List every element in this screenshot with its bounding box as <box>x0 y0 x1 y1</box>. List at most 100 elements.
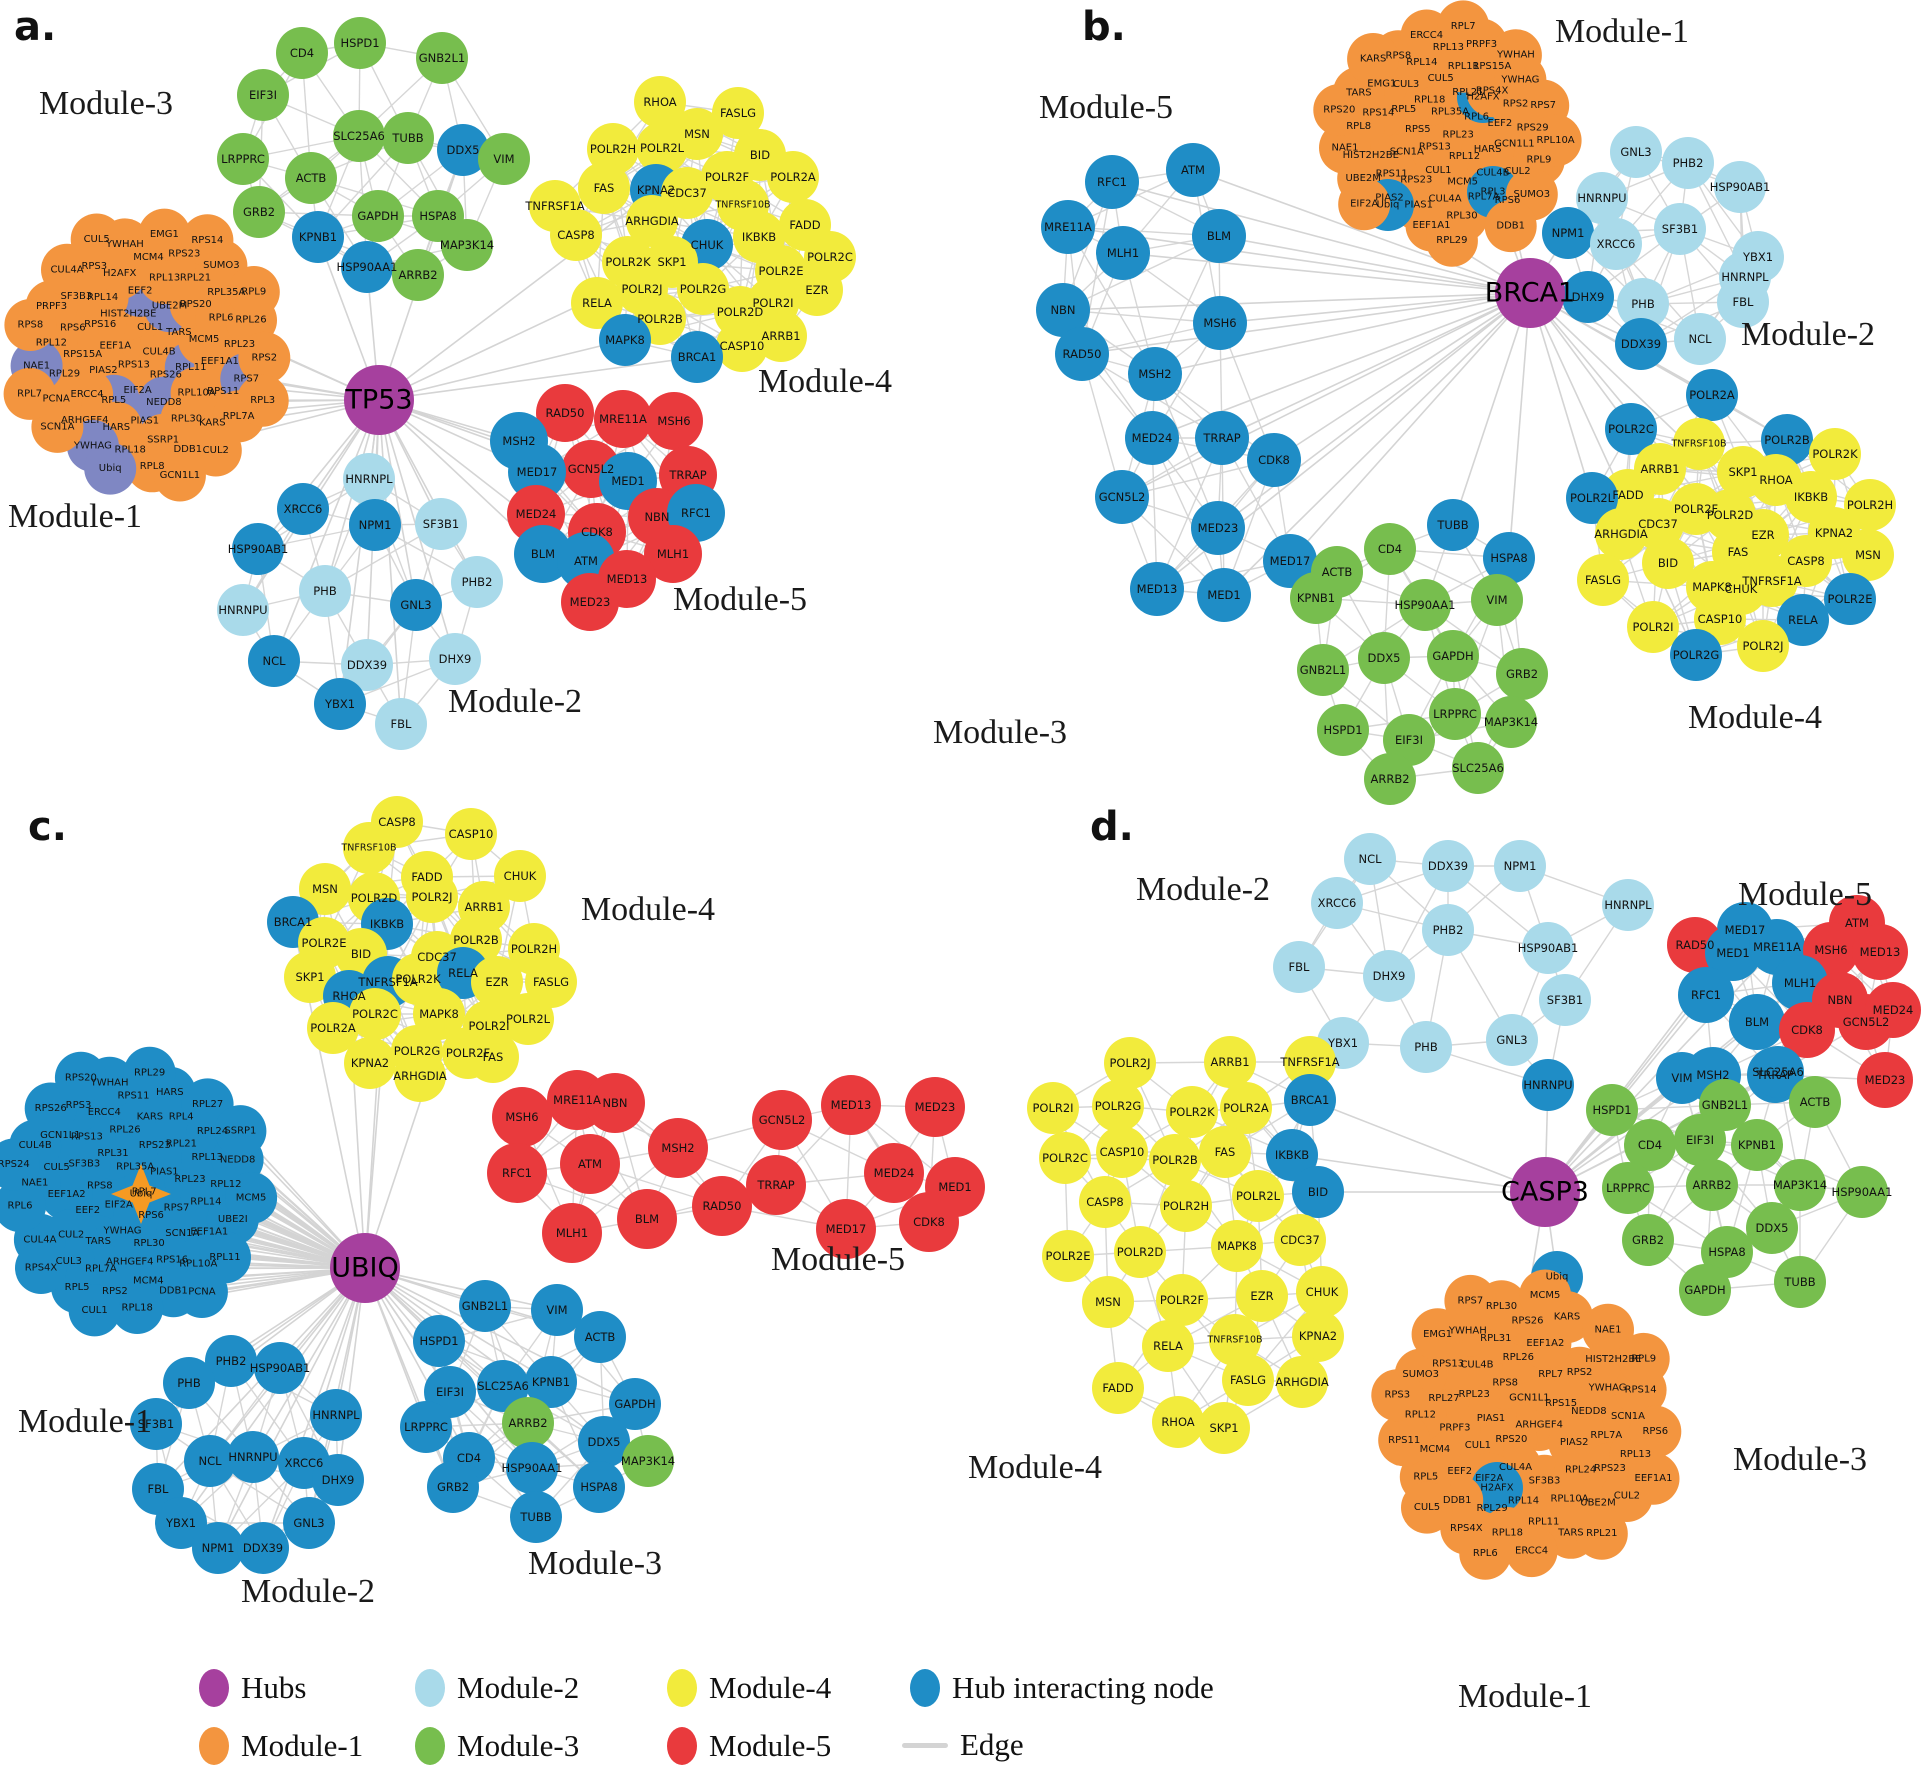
network-node <box>1824 573 1876 625</box>
network-node <box>1444 1274 1497 1327</box>
network-node <box>1317 704 1369 756</box>
node-label: POLR2K <box>395 972 441 986</box>
node-label: CUL4A <box>1499 1462 1532 1473</box>
node-label: GRB2 <box>1632 1233 1664 1247</box>
network-node <box>1852 924 1908 980</box>
network-node <box>238 331 291 384</box>
node-label: POLR2L <box>640 141 685 155</box>
node-label: KPNB1 <box>532 1375 570 1389</box>
node-label: RPS2 <box>251 352 277 363</box>
node-label: DHX9 <box>322 1473 355 1487</box>
node-label: MED17 <box>826 1222 867 1236</box>
module-label: Module-2 <box>241 1573 375 1610</box>
network-node <box>237 1522 289 1574</box>
node-label: KPNA2 <box>1299 1329 1337 1343</box>
node-label: RPS3 <box>66 1100 92 1111</box>
node-label: CASP8 <box>1086 1195 1123 1209</box>
node-label: RAD50 <box>703 1199 742 1213</box>
network-node <box>467 1031 519 1083</box>
node-label: VIM <box>546 1303 567 1317</box>
node-label: GCN5L2 <box>1099 490 1146 504</box>
node-label: EIF3I <box>1395 733 1423 747</box>
module-label: Module-4 <box>968 1449 1102 1486</box>
node-label: GAPDH <box>357 209 398 223</box>
node-label: RPS11 <box>207 386 239 397</box>
node-label: RPL13 <box>192 1152 223 1163</box>
node-label: RPL10A <box>1537 135 1575 146</box>
network-node <box>1290 572 1342 624</box>
node-label: SSRP1 <box>147 434 179 445</box>
node-label: RPS3 <box>1384 1390 1410 1401</box>
panel-c-label-layer: CASP8 CASP10 TNFRSF10B FADD CHUK MSN POLR2D POL… <box>0 804 972 1610</box>
node-label: ATM <box>1845 916 1869 930</box>
network-node <box>130 1398 182 1450</box>
module-label: Module-5 <box>1738 876 1872 913</box>
node-label: YWHAH <box>1448 1325 1487 1336</box>
node-label: YWHAG <box>73 441 112 452</box>
node-label: MRE11A <box>553 1093 601 1107</box>
network-node <box>1429 688 1481 740</box>
node-label: FAS <box>1728 545 1749 559</box>
node-label: RHOA <box>1161 1415 1194 1429</box>
node-label: RPS20 <box>65 1072 97 1083</box>
network-node <box>227 266 280 318</box>
node-label: POLR2H <box>590 142 636 156</box>
node-label: RPS14 <box>191 235 223 246</box>
node-label: RPL27 <box>192 1099 223 1110</box>
node-label: KARS <box>137 1111 164 1122</box>
hub-label: TP53 <box>344 385 412 416</box>
node-label: UBE2M <box>1345 173 1381 184</box>
network-node <box>217 133 269 185</box>
node-label: PHB <box>313 584 337 598</box>
node-label: BID <box>1308 1185 1328 1199</box>
network-node <box>1729 994 1785 1050</box>
node-label: RPS4X <box>25 1263 58 1274</box>
node-label: TNFRSF1A <box>1279 1055 1339 1069</box>
node-label: RPL27 <box>1428 1393 1459 1404</box>
node-label: MSN <box>312 882 338 896</box>
network-node <box>1152 1396 1204 1448</box>
node-label: RPS26 <box>150 370 182 381</box>
legend-label: Hub interacting node <box>952 1670 1214 1705</box>
node-label: TUBB <box>1436 518 1468 532</box>
node-label: CD4 <box>1378 542 1402 556</box>
network-node <box>1774 1159 1826 1211</box>
network-node <box>1191 501 1245 555</box>
network-node <box>578 1416 630 1468</box>
node-label: NAE1 <box>23 360 50 371</box>
node-label: RPS6 <box>60 323 86 334</box>
node-label: KPNB1 <box>1297 591 1335 605</box>
node-label: POLR2C <box>352 1007 398 1021</box>
network-node <box>153 449 206 502</box>
node-label: HARS <box>156 1087 184 1098</box>
node-label: MAPK8 <box>419 1007 459 1021</box>
node-label: FAS <box>594 181 615 195</box>
node-label: Ubiq <box>1377 200 1400 211</box>
panel-c-node-layer <box>0 796 985 1574</box>
node-label: CDK8 <box>581 525 613 539</box>
node-label: IKBKB <box>1794 490 1828 504</box>
node-label: RPL24 <box>197 1126 228 1137</box>
node-label: HARS <box>1474 144 1502 155</box>
node-label: RPL18 <box>1492 1528 1523 1539</box>
network-node <box>1865 982 1921 1038</box>
node-label: CUL5 <box>1414 1502 1440 1513</box>
network-node <box>283 1497 335 1549</box>
network-node <box>0 1180 46 1233</box>
node-label: POLR2D <box>1707 508 1754 522</box>
network-node <box>1156 1274 1208 1326</box>
node-label: GRB2 <box>1506 667 1538 681</box>
network-node <box>1128 347 1182 401</box>
node-label: POLR2D <box>1117 1245 1164 1259</box>
node-label: ARRB1 <box>1210 1055 1249 1069</box>
network-node <box>175 1266 228 1318</box>
network-node <box>1114 1226 1166 1278</box>
node-label: RPL8 <box>1346 121 1371 132</box>
node-label: MAP3K14 <box>621 1454 675 1468</box>
network-node <box>626 195 678 247</box>
node-label: GRB2 <box>243 205 275 219</box>
hubs-swatch-icon <box>199 1669 229 1707</box>
node-label: SUMO3 <box>1402 1369 1439 1380</box>
node-label: DDB1 <box>1496 221 1525 232</box>
